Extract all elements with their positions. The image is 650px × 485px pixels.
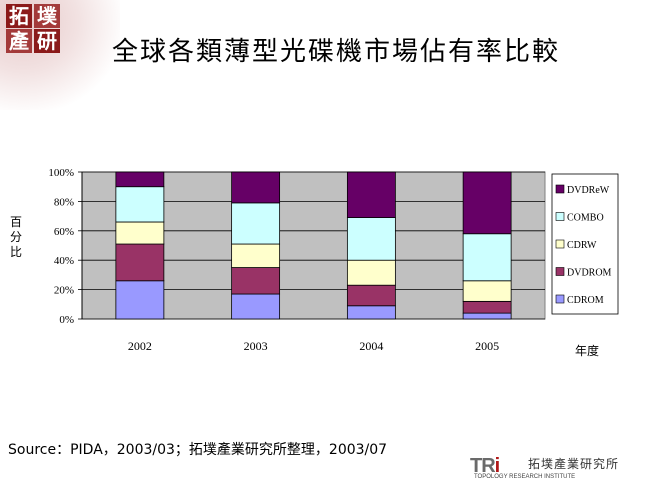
- bar-segment-cdrw-2003: [231, 243, 281, 268]
- y-tick-label: 20%: [54, 285, 74, 297]
- logo-char-2: 墣: [34, 4, 60, 28]
- tri-mark-i: i: [494, 455, 500, 477]
- bar-segment-dvdrom-2005: [462, 300, 512, 314]
- bar-segment-dvdrew-2003: [231, 171, 281, 204]
- bar-segment-combo-2004: [346, 217, 396, 261]
- bar-segment-cdrw-2002: [115, 221, 165, 245]
- legend-label-dvdrom: DVDROM: [567, 268, 612, 279]
- footer-logo: TRi 拓墣產業研究所 TOPOLOGY RESEARCH INSTITUTE: [470, 455, 645, 483]
- legend-swatch-cdrom: [555, 294, 565, 304]
- org-name-english: TOPOLOGY RESEARCH INSTITUTE: [474, 474, 576, 480]
- bar-segment-dvdrom-2004: [346, 284, 396, 307]
- x-tick-label: 2003: [244, 339, 268, 353]
- logo-char-3: 產: [6, 29, 32, 53]
- bar-segment-cdrw-2005: [462, 280, 512, 302]
- bar-segment-combo-2005: [462, 233, 512, 282]
- y-tick-label: 100%: [48, 167, 74, 179]
- y-tick-label: 0%: [59, 314, 74, 326]
- tri-logo-mark: TRi: [470, 455, 500, 478]
- bar-segment-combo-2003: [231, 202, 281, 245]
- bar-segment-dvdrew-2005: [462, 171, 512, 235]
- y-axis-label: 百分比: [9, 215, 22, 259]
- legend-swatch-cdrw: [555, 239, 565, 249]
- bar-segment-combo-2002: [115, 186, 165, 223]
- bar-segment-dvdrom-2002: [115, 243, 165, 282]
- org-name: 拓墣產業研究所: [528, 457, 620, 471]
- bar-segment-cdrom-2003: [231, 293, 281, 320]
- bar-segment-dvdrew-2002: [115, 171, 165, 188]
- y-tick-label: 60%: [54, 226, 74, 238]
- legend-label-combo: COMBO: [567, 213, 604, 224]
- logo-char-4: 研: [34, 29, 60, 53]
- bar-segment-cdrw-2004: [346, 259, 396, 286]
- logo: 拓 墣 產 研: [6, 4, 62, 53]
- stacked-bar-chart: 0% 20% 40% 60% 80% 100% 2002 2003 2004 2005 DVDReW…: [48, 167, 619, 353]
- bar-segment-cdrom-2005: [462, 312, 512, 320]
- x-tick-label: 2005: [475, 339, 499, 353]
- x-tick-label: 2004: [359, 339, 383, 353]
- slide-title: 全球各類薄型光碟機市場佔有率比較: [112, 37, 561, 67]
- y-tick-label: 80%: [54, 196, 74, 208]
- x-tick-label: 2002: [128, 339, 152, 353]
- legend-swatch-combo: [555, 212, 565, 221]
- bar-segment-dvdrew-2004: [346, 171, 396, 218]
- source-note: Source：PIDA，2003/03；拓墣產業研究所整理，2003/07: [8, 442, 388, 458]
- tri-mark-tr: TR: [470, 455, 496, 477]
- x-axis-label: 年度: [575, 344, 600, 358]
- legend-label-dvdrew: DVDReW: [567, 185, 610, 196]
- legend-swatch-dvdrom: [555, 267, 565, 276]
- legend-label-cdrw: CDRW: [567, 240, 597, 251]
- legend-label-cdrom: CDROM: [567, 295, 604, 306]
- bar-segment-cdrom-2004: [346, 305, 396, 320]
- y-tick-label: 40%: [54, 255, 74, 267]
- bar-segment-cdrom-2002: [115, 280, 165, 320]
- legend-swatch-dvdrew: [555, 184, 565, 194]
- logo-char-1: 拓: [6, 4, 32, 28]
- bar-segment-dvdrom-2003: [231, 267, 281, 295]
